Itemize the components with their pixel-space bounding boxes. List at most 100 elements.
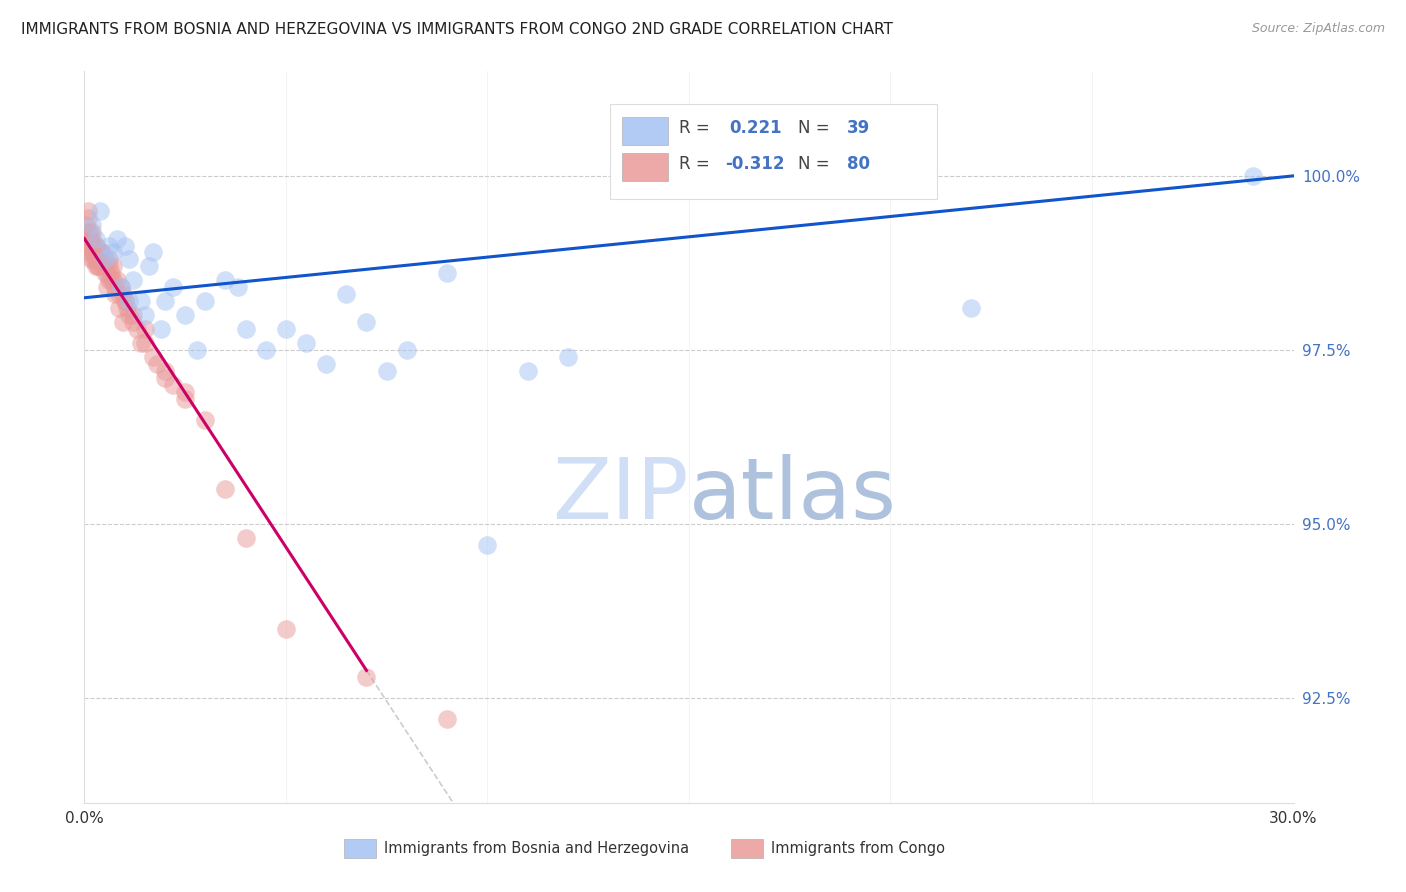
Point xyxy=(87,245,110,260)
Point xyxy=(89,203,111,218)
Text: IMMIGRANTS FROM BOSNIA AND HERZEGOVINA VS IMMIGRANTS FROM CONGO 2ND GRADE CORREL: IMMIGRANTS FROM BOSNIA AND HERZEGOVINA V… xyxy=(21,22,893,37)
Point xyxy=(86,252,108,267)
Point xyxy=(82,252,104,267)
Point xyxy=(100,273,122,287)
Point xyxy=(89,245,111,260)
Point xyxy=(138,260,160,274)
Point xyxy=(111,315,134,329)
FancyBboxPatch shape xyxy=(610,104,936,200)
Point xyxy=(93,252,115,267)
Point xyxy=(105,273,128,287)
Point xyxy=(107,287,129,301)
Point xyxy=(86,260,108,274)
Point xyxy=(75,218,97,232)
Point xyxy=(97,252,120,267)
Point xyxy=(79,238,101,252)
Point xyxy=(87,260,110,274)
Point xyxy=(97,238,120,252)
Point xyxy=(134,308,156,322)
Text: 80: 80 xyxy=(848,155,870,173)
Point xyxy=(516,364,538,378)
Point xyxy=(79,225,101,239)
Point xyxy=(174,384,197,399)
Point xyxy=(142,350,165,364)
Point xyxy=(436,712,458,726)
Point xyxy=(235,531,257,545)
Point xyxy=(80,238,103,252)
Point xyxy=(118,252,141,267)
Point xyxy=(83,245,105,260)
Text: 39: 39 xyxy=(848,120,870,137)
Text: atlas: atlas xyxy=(689,454,897,537)
Point xyxy=(395,343,418,357)
Point xyxy=(100,266,122,280)
Point xyxy=(77,203,100,218)
Point xyxy=(93,252,115,267)
Point xyxy=(98,273,121,287)
Point xyxy=(153,371,176,385)
Point xyxy=(142,245,165,260)
Point xyxy=(134,336,156,351)
Point xyxy=(121,273,143,287)
Point xyxy=(91,245,114,260)
Text: Immigrants from Bosnia and Herzegovina: Immigrants from Bosnia and Herzegovina xyxy=(384,840,689,855)
Point xyxy=(274,622,297,636)
Point xyxy=(557,350,579,364)
Text: Immigrants from Congo: Immigrants from Congo xyxy=(770,840,945,855)
Point xyxy=(97,260,120,274)
Point xyxy=(89,252,111,267)
Point xyxy=(162,280,184,294)
Point xyxy=(477,538,499,552)
Point xyxy=(94,266,117,280)
Point xyxy=(87,245,110,260)
Point xyxy=(83,238,105,252)
Point xyxy=(214,273,236,287)
Point xyxy=(295,336,318,351)
Point xyxy=(76,211,98,225)
Point xyxy=(84,252,107,267)
Point xyxy=(121,308,143,322)
Text: Source: ZipAtlas.com: Source: ZipAtlas.com xyxy=(1251,22,1385,36)
Point xyxy=(315,357,337,371)
Point xyxy=(153,364,176,378)
Point xyxy=(118,308,141,322)
Point xyxy=(436,266,458,280)
Point xyxy=(375,364,398,378)
Point xyxy=(86,260,108,274)
Point xyxy=(226,280,249,294)
Point xyxy=(162,377,184,392)
Text: R =: R = xyxy=(679,120,716,137)
Point xyxy=(960,301,983,316)
Point xyxy=(105,231,128,245)
Point xyxy=(80,252,103,267)
Point xyxy=(96,266,118,280)
Point xyxy=(86,231,108,245)
Text: -0.312: -0.312 xyxy=(725,155,785,173)
Point xyxy=(356,670,378,684)
Point xyxy=(91,252,114,267)
Point xyxy=(129,336,152,351)
Point xyxy=(77,231,100,245)
Point xyxy=(82,218,104,232)
Point xyxy=(174,308,197,322)
Point xyxy=(77,225,100,239)
Point xyxy=(194,412,217,426)
Point xyxy=(146,357,169,371)
Point xyxy=(101,273,124,287)
Point xyxy=(86,238,108,252)
Point xyxy=(186,343,208,357)
Point xyxy=(174,392,197,406)
Point xyxy=(104,280,127,294)
Point xyxy=(110,280,132,294)
Point xyxy=(121,315,143,329)
Point xyxy=(335,287,357,301)
Point xyxy=(274,322,297,336)
Point xyxy=(82,231,104,245)
Point xyxy=(86,238,108,252)
Point xyxy=(90,245,112,260)
Point xyxy=(1241,169,1264,183)
Point xyxy=(79,231,101,245)
Point xyxy=(235,322,257,336)
Point xyxy=(114,294,136,309)
Point xyxy=(101,260,124,274)
